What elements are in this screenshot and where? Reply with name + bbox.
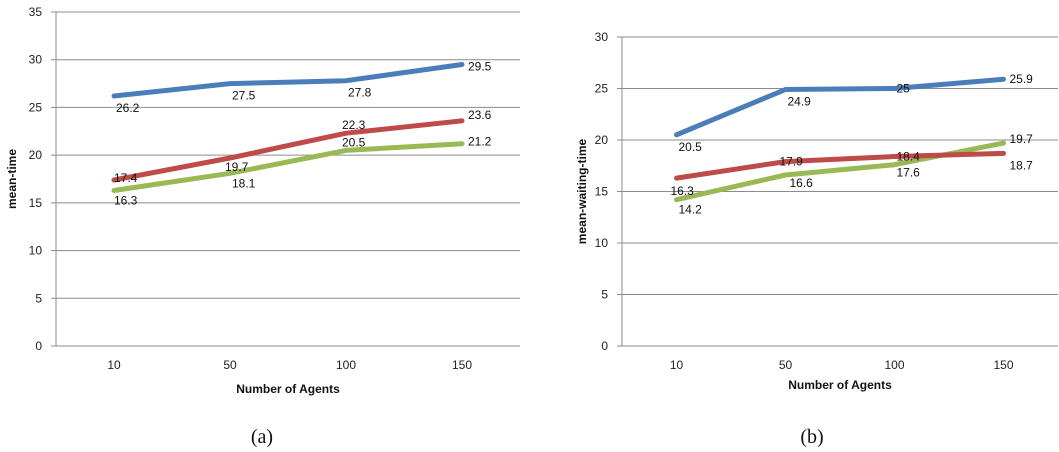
- y-axis-title: mean-waiting-time: [575, 139, 589, 245]
- figure-caption: (b): [800, 426, 823, 448]
- x-tick-label: 150: [452, 358, 472, 372]
- series-line: [111, 62, 465, 99]
- data-label: 16.3: [114, 193, 138, 207]
- y-tick-label: 20: [29, 148, 43, 162]
- data-label: 17.9: [780, 155, 804, 169]
- y-tick-label: 25: [29, 100, 43, 114]
- data-label: 20.5: [679, 140, 703, 154]
- y-tick-label: 30: [595, 30, 609, 44]
- data-label: 18.7: [1010, 158, 1034, 172]
- data-label: 25: [897, 82, 911, 96]
- data-label: 22.3: [342, 118, 366, 132]
- data-label: 20.5: [342, 135, 366, 149]
- series-line: [111, 118, 465, 183]
- y-tick-label: 5: [601, 288, 608, 302]
- x-tick-label: 10: [670, 358, 684, 372]
- y-tick-label: 10: [29, 244, 43, 258]
- data-label: 27.5: [232, 89, 256, 103]
- chart-a: 0 5 10 15 20 25 30 35 10 50 100 150 Number of Agents…: [5, 5, 520, 448]
- y-tick-label: 35: [29, 5, 43, 19]
- data-label: 18.4: [897, 149, 921, 163]
- y-tick-label: 5: [35, 291, 42, 305]
- y-tick-label: 10: [595, 236, 609, 250]
- y-tick-label: 25: [595, 82, 609, 96]
- y-tick-label: 30: [29, 53, 43, 67]
- figure-caption: (a): [251, 426, 273, 448]
- x-tick-label: 10: [107, 358, 121, 372]
- data-label: 27.8: [348, 86, 372, 100]
- x-tick-label: 100: [336, 358, 356, 372]
- y-axis-title: mean-time: [5, 149, 19, 209]
- data-label: 14.2: [679, 203, 703, 217]
- data-label: 26.2: [116, 101, 140, 115]
- data-label: 24.9: [788, 95, 812, 109]
- y-tick-label: 20: [595, 133, 609, 147]
- y-tick-label: 0: [601, 339, 608, 353]
- x-tick-label: 100: [884, 358, 904, 372]
- data-label: 16.6: [790, 176, 814, 190]
- x-tick-label: 50: [223, 358, 237, 372]
- series-line: [674, 76, 1006, 138]
- data-label: 19.7: [225, 160, 249, 174]
- series-line: [111, 141, 465, 193]
- data-label: 16.3: [671, 184, 695, 198]
- y-tick-label: 15: [595, 185, 609, 199]
- data-label: 21.2: [468, 135, 492, 149]
- data-label: 23.6: [468, 108, 492, 122]
- data-label: 17.6: [897, 166, 921, 180]
- x-tick-label: 50: [779, 358, 793, 372]
- x-axis-title: Number of Agents: [788, 378, 892, 392]
- data-label: 25.9: [1010, 72, 1034, 86]
- data-label: 29.5: [468, 59, 492, 73]
- x-axis-title: Number of Agents: [236, 382, 340, 396]
- series-line: [674, 150, 1006, 181]
- data-label: 19.7: [1010, 132, 1034, 146]
- data-label: 17.4: [114, 171, 138, 185]
- x-tick-label: 150: [993, 358, 1013, 372]
- y-tick-label: 15: [29, 196, 43, 210]
- chart-b: 0 5 10 15 20 25 30 10 50 100 150 Number of Agents me…: [575, 30, 1058, 448]
- y-tick-label: 0: [35, 339, 42, 353]
- data-label: 18.1: [232, 176, 256, 190]
